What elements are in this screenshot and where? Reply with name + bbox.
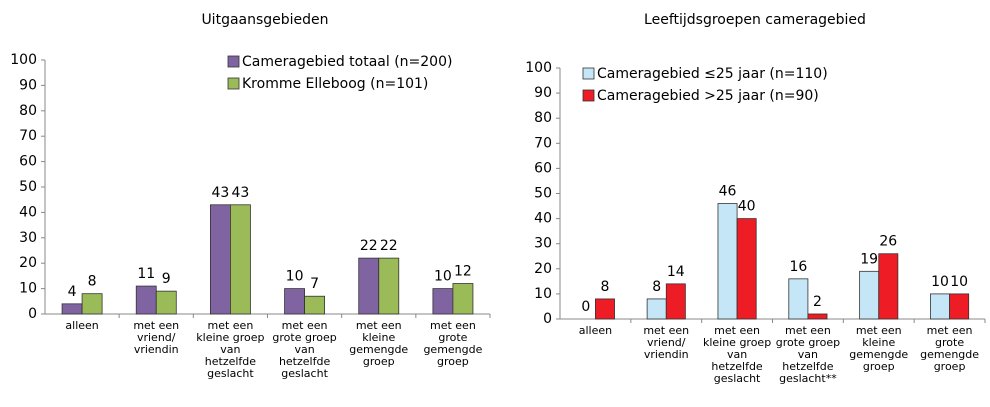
y-tick-label: 30	[534, 236, 552, 252]
value-label: 10	[931, 274, 949, 290]
bar	[61, 303, 83, 315]
y-tick-label: 50	[534, 186, 552, 202]
bar	[949, 293, 970, 320]
y-tick-label: 0	[543, 311, 552, 327]
value-label: 8	[601, 279, 610, 295]
legend-swatch	[227, 77, 240, 90]
bar	[878, 253, 899, 320]
x-tick-label: met een vriend/ vriendin	[643, 324, 690, 361]
bar	[665, 283, 686, 320]
bar	[284, 288, 305, 315]
chart-title: Leeftijdsgroepen cameragebied	[644, 12, 866, 28]
value-label: 11	[137, 266, 155, 282]
y-tick-label: 40	[534, 211, 552, 227]
y-tick-label: 80	[534, 110, 552, 126]
value-label: 4	[68, 284, 77, 300]
value-label: 10	[950, 274, 968, 290]
x-tick-label: met een kleine groep van hetzelfde gesla…	[196, 319, 265, 380]
bar	[595, 298, 615, 320]
legend-label: Cameragebied >25 jaar (n=90)	[597, 88, 819, 104]
value-label: 40	[738, 199, 756, 215]
y-tick-label: 100	[10, 52, 37, 68]
bar	[358, 257, 380, 315]
bar	[452, 283, 474, 315]
legend-swatch	[582, 89, 595, 102]
x-tick-label: met een grote groep van hetzelfde geslac…	[272, 319, 337, 380]
x-tick-label: met een grote groep van hetzelfde geslac…	[775, 324, 841, 385]
value-label: 10	[286, 269, 304, 285]
y-tick-label: 10	[534, 286, 552, 302]
bar	[81, 293, 103, 315]
y-tick-label: 60	[534, 160, 552, 176]
value-label: 9	[162, 271, 171, 287]
x-tick-label: met een kleine gemengde groep	[849, 324, 909, 373]
y-tick-label: 0	[28, 306, 37, 322]
bar	[378, 257, 400, 315]
x-tick-label: met een vriend/ vriendin	[133, 319, 180, 356]
x-tick-label: alleen	[65, 319, 99, 332]
bar	[717, 203, 738, 320]
value-label: 16	[789, 259, 807, 275]
y-tick-label: 60	[19, 154, 37, 170]
x-tick-label: met een kleine gemengde groep	[349, 319, 409, 368]
legend-label: Cameragebied ≤25 jaar (n=110)	[597, 66, 828, 82]
value-label: 22	[380, 238, 398, 254]
x-tick-label: met een kleine groep van hetzelfde gesla…	[702, 324, 772, 385]
bar	[736, 218, 757, 320]
legend-label: Cameragebied totaal (n=200)	[242, 54, 452, 70]
y-tick-label: 30	[19, 230, 37, 246]
y-tick-label: 80	[19, 103, 37, 119]
x-tick-label: alleen	[578, 324, 613, 337]
bar	[807, 313, 828, 320]
value-label: 43	[232, 185, 250, 201]
y-tick-label: 90	[19, 77, 37, 93]
y-tick-label: 20	[19, 255, 37, 271]
y-tick-label: 10	[19, 281, 37, 297]
bar	[209, 204, 231, 315]
value-label: 14	[667, 264, 685, 280]
y-tick-label: 50	[19, 179, 37, 195]
bar	[646, 298, 667, 320]
legend-swatch	[582, 67, 595, 80]
bar	[155, 290, 177, 315]
value-label: 2	[813, 294, 822, 310]
y-tick-label: 20	[534, 261, 552, 277]
value-label: 0	[581, 299, 590, 315]
bar	[432, 288, 454, 315]
y-tick-label: 90	[534, 85, 552, 101]
x-tick-label: met een grote gemengde groep	[423, 319, 483, 368]
legend-label: Kromme Elleboog (n=101)	[242, 76, 428, 92]
value-label: 26	[879, 234, 897, 250]
bar	[304, 295, 326, 315]
bar	[788, 278, 809, 320]
bar	[230, 204, 251, 315]
x-tick-label: met een grote gemengde groep	[920, 324, 980, 373]
value-label: 22	[360, 238, 378, 254]
legend-swatch	[227, 55, 240, 68]
value-label: 43	[211, 185, 229, 201]
y-tick-label: 100	[525, 60, 552, 76]
value-label: 7	[310, 276, 319, 292]
value-label: 8	[652, 279, 661, 295]
y-tick-label: 40	[19, 204, 37, 220]
value-label: 19	[860, 251, 878, 267]
value-label: 10	[434, 269, 452, 285]
y-tick-label: 70	[534, 135, 552, 151]
bar	[135, 285, 157, 315]
value-label: 12	[454, 264, 472, 280]
y-tick-label: 70	[19, 128, 37, 144]
bar	[859, 270, 880, 320]
value-label: 8	[88, 274, 97, 290]
chart-title: Uitgaansgebieden	[201, 12, 328, 28]
bar	[930, 293, 950, 320]
value-label: 46	[719, 184, 737, 200]
